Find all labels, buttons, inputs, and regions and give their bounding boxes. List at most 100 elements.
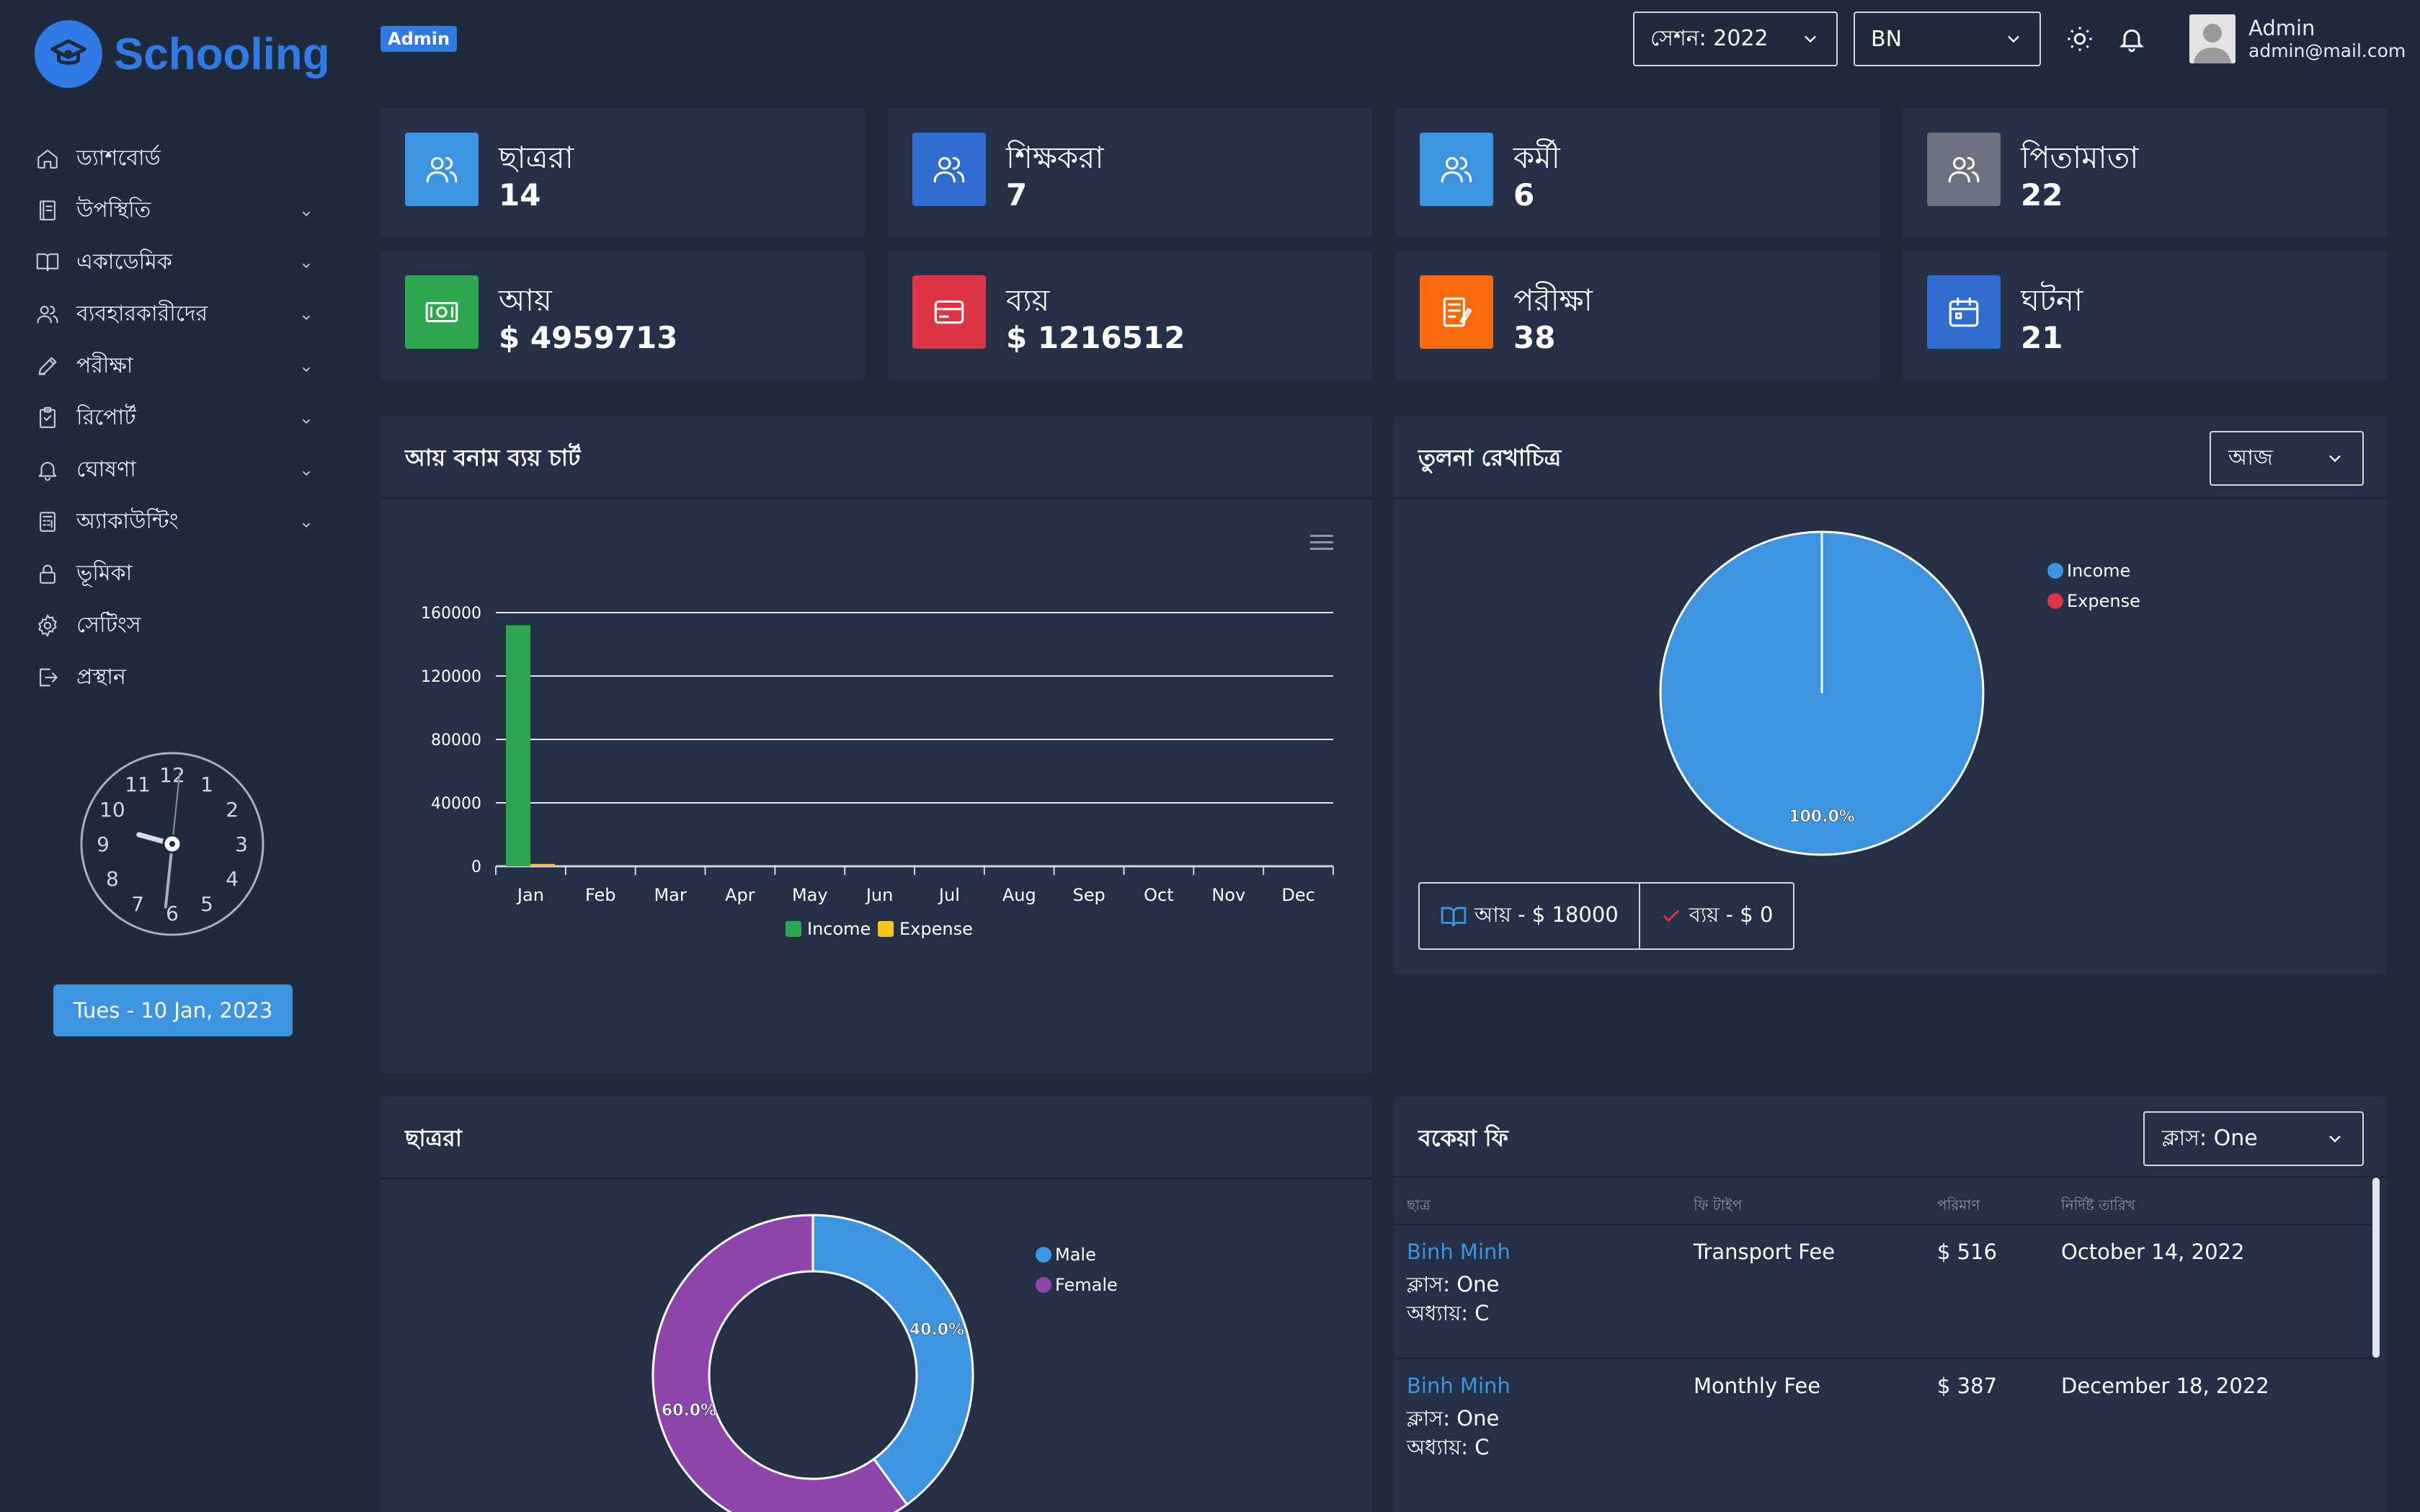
avatar[interactable] (2189, 14, 2236, 63)
stat-card[interactable]: আয় $ 4959713 (381, 251, 865, 381)
sidebar-item-label: প্রস্থান (76, 664, 126, 690)
brand-logo[interactable]: Schooling (35, 20, 330, 88)
x-tick-label: Aug (1002, 885, 1036, 905)
stat-card[interactable]: কর্মী 6 (1395, 108, 1879, 238)
book-icon (35, 249, 61, 275)
home-icon (35, 146, 61, 172)
student-section: অধ্যায়: C (1407, 1301, 1490, 1325)
stat-label: আয় (499, 283, 552, 318)
y-tick-label: 40000 (431, 795, 481, 813)
bar-expense[interactable] (530, 863, 555, 866)
legend-label[interactable]: Expense (2067, 591, 2140, 611)
legend-label[interactable]: Male (1055, 1245, 1096, 1265)
student-class: ক্লাস: One (1407, 1406, 1500, 1431)
student-name-link[interactable]: Binh Minh (1407, 1240, 1511, 1264)
x-tick-label: Nov (1211, 885, 1245, 905)
summary-box: আয় - $ 18000 ব্যয় - $ 0 (1418, 882, 1795, 950)
table-row: Binh Minh ক্লাস: One অধ্যায়: C Transport F… (1394, 1224, 2374, 1358)
sun-icon[interactable] (2065, 25, 2094, 53)
chevron-down-icon (1805, 35, 1816, 43)
stat-card[interactable]: পিতামাতা 22 (1903, 108, 2387, 238)
bell-icon[interactable] (2117, 25, 2146, 53)
stat-card[interactable]: ঘটনা 21 (1903, 251, 2387, 381)
stat-value: 22 (2021, 177, 2063, 213)
clock-number: 7 (131, 892, 144, 916)
stat-card[interactable]: ছাত্ররা 14 (381, 108, 865, 238)
scrollbar[interactable] (2372, 1178, 2380, 1358)
stat-card[interactable]: শিক্ষকরা 7 (888, 108, 1372, 238)
sidebar-item[interactable]: উপস্থিতি (35, 184, 316, 236)
fee-amount: $ 516 (1937, 1240, 1998, 1264)
sidebar-item-label: ঘোষণা (76, 456, 136, 482)
clock-number: 3 (235, 832, 248, 856)
legend-label[interactable]: Income (807, 919, 871, 939)
report-icon (35, 405, 61, 431)
x-tick-label: Jan (516, 885, 544, 905)
sidebar-item[interactable]: ড্যাশবোর্ড (35, 133, 316, 184)
stat-label: পরীক্ষা (1513, 283, 1593, 318)
clock-number: 9 (97, 832, 110, 856)
sidebar-item[interactable]: একাডেমিক (35, 236, 316, 288)
sidebar-item[interactable]: প্রস্থান (35, 652, 316, 703)
income-expense-panel: আয় বনাম ব্যয় চার্ট 0 40000 80000 120000 16… (381, 417, 1372, 1074)
fee-header-amount: পরিমাণ (1937, 1196, 1980, 1214)
slice-male[interactable] (811, 1214, 974, 1506)
sidebar-item[interactable]: অ্যাকাউন্টিং (35, 496, 316, 548)
chevron-down-icon (298, 254, 316, 271)
stat-label: কর্মী (1513, 140, 1560, 175)
stat-label: ব্যয় (1006, 283, 1050, 318)
legend-dot (1036, 1247, 1051, 1263)
sidebar-nav: ড্যাশবোর্ড উপস্থিতি একাডেমিক ব্যবহারকারীদের… (35, 133, 316, 703)
x-tick-label: Jun (865, 885, 894, 905)
x-tick-label: Mar (654, 885, 686, 905)
class-select[interactable]: ক্লাস: One (2143, 1111, 2364, 1166)
money-icon (405, 275, 479, 349)
sidebar-item-label: পরীক্ষা (76, 352, 133, 378)
y-tick-label: 120000 (421, 668, 481, 686)
student-name-link[interactable]: Binh Minh (1407, 1374, 1511, 1398)
bar-income[interactable] (506, 625, 530, 866)
legend-label[interactable]: Expense (899, 919, 973, 939)
slice-female[interactable] (651, 1214, 909, 1512)
stat-value: $ 4959713 (499, 320, 678, 355)
clock-number: 12 (159, 763, 185, 787)
stat-card[interactable]: পরীক্ষা 38 (1395, 251, 1879, 381)
date-button[interactable]: Tues - 10 Jan, 2023 (53, 984, 293, 1036)
legend-label[interactable]: Female (1055, 1275, 1118, 1295)
sidebar-item[interactable]: ঘোষণা (35, 444, 316, 496)
panel-divider (381, 1178, 1372, 1179)
clock-minute-hand (164, 842, 174, 909)
sidebar: Schooling ড্যাশবোর্ড উপস্থিতি একাডেমিক ব্যব… (0, 0, 339, 1512)
graduation-cap-icon (35, 20, 102, 88)
clock-second-hand (172, 772, 181, 845)
x-tick-label: Dec (1281, 885, 1314, 905)
x-tick-label: Oct (1144, 885, 1174, 905)
legend-dot (2047, 593, 2063, 609)
user-name[interactable]: Admin (2248, 16, 2316, 40)
clock-number: 2 (226, 798, 239, 822)
check-icon (1663, 910, 1679, 922)
income-summary: আয় - $ 18000 (1420, 884, 1639, 948)
students-donut-chart: 40.0% 60.0% Male Female (651, 1214, 1118, 1512)
legend-label[interactable]: Income (2067, 561, 2130, 581)
x-tick-label: Sep (1072, 885, 1105, 905)
calculator-icon (35, 509, 61, 535)
session-select[interactable]: সেশন: 2022 (1633, 12, 1838, 66)
legend-swatch (786, 921, 801, 937)
hamburger-icon[interactable] (1309, 532, 1335, 553)
clock-number: 1 (200, 773, 213, 796)
sidebar-item[interactable]: পরীক্ষা (35, 340, 316, 392)
period-select[interactable]: আজ (2210, 431, 2364, 486)
sidebar-item[interactable]: রিপোর্ট (35, 392, 316, 444)
stat-card[interactable]: ব্যয় $ 1216512 (888, 251, 1372, 381)
sidebar-item[interactable]: ব্যবহারকারীদের (35, 288, 316, 340)
clock-number: 10 (99, 798, 125, 822)
clock-number: 5 (200, 892, 213, 916)
sidebar-item[interactable]: ভূমিকা (35, 548, 316, 600)
period-select-value: আজ (2228, 445, 2273, 471)
language-select[interactable]: BN (1854, 12, 2041, 66)
x-tick-label: Apr (725, 885, 755, 905)
students-panel: ছাত্ররা 40.0% 60.0% Male Female (381, 1097, 1372, 1512)
sidebar-item[interactable]: সেটিংস (35, 600, 316, 652)
legend-dot (2047, 563, 2063, 579)
